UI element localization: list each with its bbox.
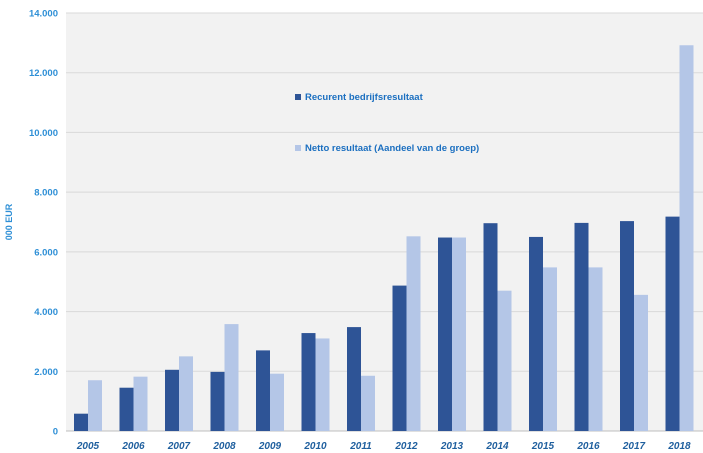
bar-recurent-2013	[438, 237, 452, 431]
bar-netto-2009	[270, 373, 284, 431]
legend-label-recurent: Recurent bedrijfsresultaat	[305, 92, 424, 103]
bar-netto-2006	[133, 376, 148, 431]
bar-netto-2008	[224, 324, 239, 431]
x-tick-label: 2018	[667, 441, 691, 452]
bar-netto-2017	[634, 294, 648, 431]
bar-recurent-2012	[392, 285, 407, 431]
x-tick-label: 2009	[258, 441, 282, 452]
y-tick-label: 0	[53, 427, 58, 438]
y-tick-labels: 0 2.000 4.000 6.000 8.000 10.000 12.000 14.000	[29, 9, 58, 438]
x-tick-label: 2016	[576, 441, 600, 452]
y-tick-label: 6.000	[34, 247, 58, 258]
x-tick-label: 2005	[76, 441, 100, 452]
x-tick-label: 2017	[622, 441, 646, 452]
bar-recurent-2007	[165, 369, 179, 431]
bar-netto-2012	[406, 236, 421, 431]
legend-swatch-netto	[295, 145, 301, 151]
bar-recurent-2017	[620, 221, 634, 431]
bar-recurent-2016	[574, 222, 589, 431]
bar-netto-2015	[543, 267, 557, 431]
y-tick-label: 12.000	[29, 68, 58, 79]
bar-netto-2010	[315, 338, 330, 431]
bar-recurent-2009	[256, 350, 270, 431]
legend: Recurent bedrijfsresultaat Netto resulta…	[295, 92, 479, 154]
x-tick-label: 2012	[394, 441, 418, 452]
bars	[74, 45, 694, 431]
plot-area	[66, 13, 703, 431]
bar-recurent-2006	[119, 387, 134, 431]
bar-netto-2005	[88, 380, 102, 431]
bar-netto-2007	[179, 356, 193, 431]
bar-recurent-2008	[210, 371, 225, 431]
bar-recurent-2015	[529, 236, 543, 431]
x-tick-label: 2013	[440, 441, 464, 452]
x-tick-label: 2007	[167, 441, 191, 452]
bar-recurent-2011	[347, 327, 361, 431]
y-tick-label: 14.000	[29, 9, 58, 20]
bar-netto-2016	[588, 267, 603, 431]
legend-label-netto: Netto resultaat (Aandeel van de groep)	[305, 143, 479, 154]
x-tick-label: 2008	[212, 441, 236, 452]
y-tick-label: 2.000	[34, 367, 58, 378]
bar-netto-2014	[497, 290, 512, 431]
bar-recurent-2005	[74, 413, 88, 431]
y-tick-label: 4.000	[34, 307, 58, 318]
x-tick-label: 2015	[531, 441, 555, 452]
x-tick-label: 2014	[485, 441, 509, 452]
y-tick-label: 8.000	[34, 188, 58, 199]
bar-netto-2011	[361, 375, 375, 431]
x-tick-labels: 2005 2006 2007 2008 2009 2010 2011 2012 2013 2014…	[76, 441, 691, 452]
y-axis-label: 000 EUR	[4, 203, 14, 240]
bar-recurent-2010	[301, 333, 316, 431]
legend-swatch-recurent	[295, 94, 301, 100]
x-tick-label: 2006	[121, 441, 145, 452]
x-tick-label: 2010	[303, 441, 327, 452]
y-tick-label: 10.000	[29, 128, 58, 139]
bar-netto-2018	[679, 45, 694, 431]
bar-recurent-2018	[665, 216, 680, 431]
bar-recurent-2014	[483, 223, 498, 431]
bar-netto-2013	[452, 237, 466, 431]
x-tick-label: 2011	[349, 441, 372, 452]
